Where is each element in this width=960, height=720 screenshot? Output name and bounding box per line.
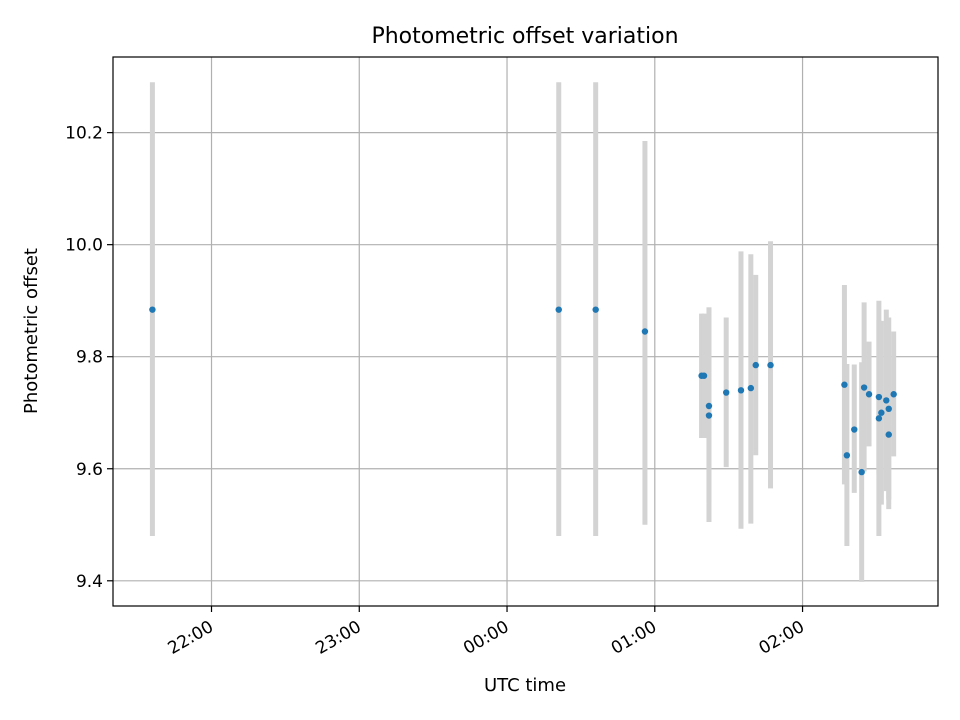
data-point [875,393,883,401]
y-tick-label: 9.4 [76,572,103,592]
data-point [858,468,865,476]
data-point [841,381,848,388]
data-point [878,409,885,416]
y-axis-label: Photometric offset [21,248,42,414]
data-point [885,431,892,438]
chart-title: Photometric offset variation [371,24,678,49]
x-tick-label: 23:00 [312,617,364,659]
data-point [737,387,745,394]
y-tick-label: 9.6 [76,460,103,480]
data-point [641,328,649,335]
data-point [723,389,730,396]
data-point [875,415,883,422]
data-point [843,452,851,459]
x-tick-label: 22:00 [165,617,217,659]
data-point [555,306,562,313]
plot-frame [112,56,939,607]
x-axis-label: UTC time [484,675,566,696]
data-points [149,306,897,476]
data-point [705,412,713,419]
x-tick-label: 02:00 [756,617,808,659]
grid [113,57,938,606]
data-point [752,361,759,369]
data-point [700,372,708,379]
data-point [885,405,892,413]
y-tick-label: 10.2 [65,124,103,144]
x-tick-label: 01:00 [608,617,660,659]
y-tick-label: 9.8 [76,348,103,368]
data-point [747,384,755,392]
y-tick-label: 10.0 [65,236,103,256]
data-point [883,397,890,404]
data-point [851,426,858,433]
data-point [890,391,897,398]
x-tick-label: 00:00 [460,617,512,659]
y-axis-ticks: 9.4 9.6 9.8 10.0 10.2 [65,124,113,592]
data-point [767,361,774,369]
data-point [865,391,873,398]
data-point [705,402,713,410]
data-point [592,306,599,313]
x-axis-ticks: 22:00 23:00 00:00 01:00 02:00 [165,606,808,659]
data-point [149,306,156,313]
data-point [860,384,868,391]
error-bars [149,82,897,582]
